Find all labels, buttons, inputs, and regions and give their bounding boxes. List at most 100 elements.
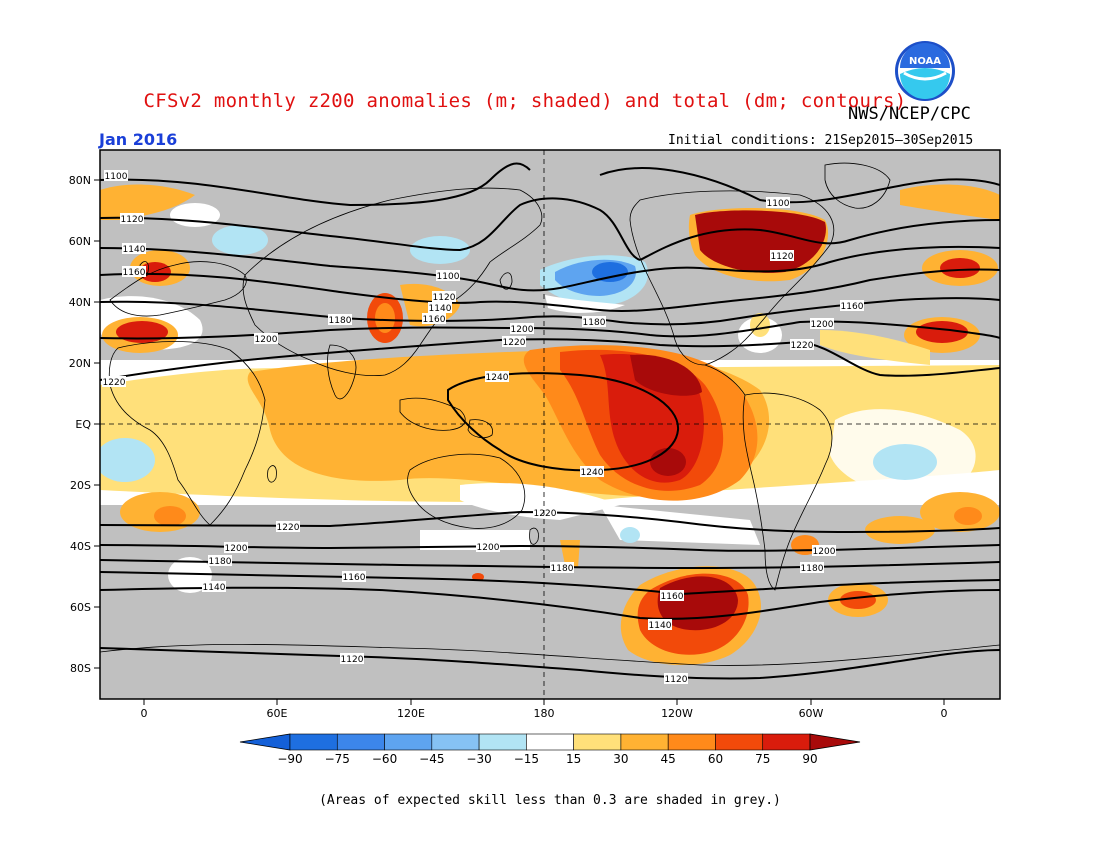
contour-label: 1200: [510, 323, 534, 335]
lon-label: 120W: [661, 707, 693, 720]
lat-label: 40N: [69, 296, 91, 309]
svg-text:1180: 1180: [551, 564, 574, 574]
contour-label: 1140: [122, 243, 146, 255]
axis-ticks: [94, 179, 945, 705]
contour-label: 1120: [664, 673, 688, 685]
colorbar-label: 75: [755, 752, 770, 766]
lat-label: EQ: [75, 418, 91, 431]
lon-label: 60W: [799, 707, 824, 720]
colorbar-box: [478, 733, 527, 751]
colorbar-box: [526, 733, 574, 751]
svg-text:1160: 1160: [123, 268, 146, 278]
contour-label: 1220: [276, 521, 300, 533]
colorbar-box: [384, 733, 433, 751]
skill-footnote: (Areas of expected skill less than 0.3 a…: [319, 793, 781, 808]
lat-label: 40S: [70, 540, 91, 553]
contour-label: 1140: [428, 302, 452, 314]
svg-text:1100: 1100: [105, 172, 128, 182]
svg-text:1140: 1140: [429, 304, 452, 314]
lon-label: 0: [141, 707, 148, 720]
contour-label: 1100: [104, 170, 128, 182]
lat-label: 80N: [69, 174, 91, 187]
forecast-month: Jan 2016: [99, 130, 178, 149]
noaa-logo-text: NOAA: [909, 56, 941, 67]
contour-label: 1100: [436, 270, 460, 282]
contour-label: 1160: [660, 590, 684, 602]
svg-text:1160: 1160: [343, 573, 366, 583]
contour-label: 1240: [580, 466, 604, 478]
svg-text:1120: 1120: [121, 215, 144, 225]
contour-label: 1180: [328, 314, 352, 326]
colorbar: −90 −75 −60 −45 −30 −15 15 30 45 60 75 90: [239, 733, 861, 766]
colorbar-box: [715, 733, 764, 751]
contour-label: 1220: [102, 376, 126, 388]
svg-text:1120: 1120: [433, 293, 456, 303]
height-contours: [100, 162, 1000, 680]
lon-label: 120E: [397, 707, 425, 720]
lat-label: 80S: [70, 662, 91, 675]
svg-text:1140: 1140: [203, 583, 226, 593]
colorbar-box: [289, 733, 338, 751]
svg-text:1160: 1160: [423, 315, 446, 325]
svg-text:1200: 1200: [511, 325, 534, 335]
svg-text:1200: 1200: [255, 335, 278, 345]
colorbar-box: [620, 733, 669, 751]
colorbar-low-arrow: [239, 733, 291, 751]
svg-text:1160: 1160: [661, 592, 684, 602]
svg-text:1140: 1140: [649, 621, 672, 631]
svg-text:1120: 1120: [341, 655, 364, 665]
svg-text:1240: 1240: [486, 373, 509, 383]
svg-text:1200: 1200: [225, 544, 248, 554]
svg-text:1160: 1160: [841, 302, 864, 312]
svg-text:1100: 1100: [767, 199, 790, 209]
contour-label: 1200: [254, 333, 278, 345]
svg-text:1180: 1180: [209, 557, 232, 567]
contour-label: 1180: [208, 555, 232, 567]
svg-text:1180: 1180: [801, 564, 824, 574]
colorbar-labels: −90 −75 −60 −45 −30 −15 15 30 45 60 75 90: [277, 752, 817, 766]
latitude-labels: 80N 60N 40N 20N EQ 20S 40S 60S 80S: [69, 174, 92, 675]
chart-title: CFSv2 monthly z200 anomalies (m; shaded)…: [143, 90, 907, 112]
svg-text:1200: 1200: [811, 320, 834, 330]
map-field: 1100 1100 1120 1120 1140 1160 1180 1200 …: [100, 150, 1000, 699]
contour-label: 1220: [533, 507, 557, 519]
lon-label: 60E: [267, 707, 288, 720]
contour-label: 1160: [342, 571, 366, 583]
colorbar-box: [762, 733, 811, 751]
svg-text:1220: 1220: [503, 338, 526, 348]
contour-label: 1160: [122, 266, 146, 278]
agency-label: NWS/NCEP/CPC: [848, 104, 971, 124]
contour-label: 1140: [202, 581, 226, 593]
svg-text:1180: 1180: [583, 318, 606, 328]
svg-text:1220: 1220: [791, 341, 814, 351]
colorbar-label: 30: [613, 752, 628, 766]
lon-label: 0: [941, 707, 948, 720]
lat-label: 20S: [70, 479, 91, 492]
contour-label-group: 1100 1100 1120 1120 1140 1160 1180 1200 …: [102, 170, 864, 685]
lon-label: 180: [534, 707, 555, 720]
longitude-labels: 0 60E 120E 180 120W 60W 0: [141, 707, 948, 720]
svg-text:1100: 1100: [437, 272, 460, 282]
svg-text:1220: 1220: [277, 523, 300, 533]
colorbar-box: [336, 733, 385, 751]
svg-text:1220: 1220: [103, 378, 126, 388]
noaa-logo: NOAA: [894, 40, 956, 102]
contour-label: 1180: [582, 316, 606, 328]
contour-label: 1220: [502, 336, 526, 348]
contour-label: 1180: [800, 562, 824, 574]
lat-label: 20N: [69, 357, 91, 370]
contour-label: 1120: [120, 213, 144, 225]
initial-conditions: Initial conditions: 21Sep2015–30Sep2015: [668, 133, 974, 148]
colorbar-label: −45: [419, 752, 444, 766]
svg-text:1120: 1120: [665, 675, 688, 685]
svg-text:1140: 1140: [123, 245, 146, 255]
svg-text:1120: 1120: [771, 252, 794, 262]
colorbar-label: 15: [566, 752, 581, 766]
colorbar-label: −30: [466, 752, 491, 766]
svg-text:1180: 1180: [329, 316, 352, 326]
colorbar-label: −60: [372, 752, 397, 766]
contour-label: 1180: [550, 562, 574, 574]
colorbar-boxes: [289, 733, 811, 751]
contour-label: 1160: [840, 300, 864, 312]
